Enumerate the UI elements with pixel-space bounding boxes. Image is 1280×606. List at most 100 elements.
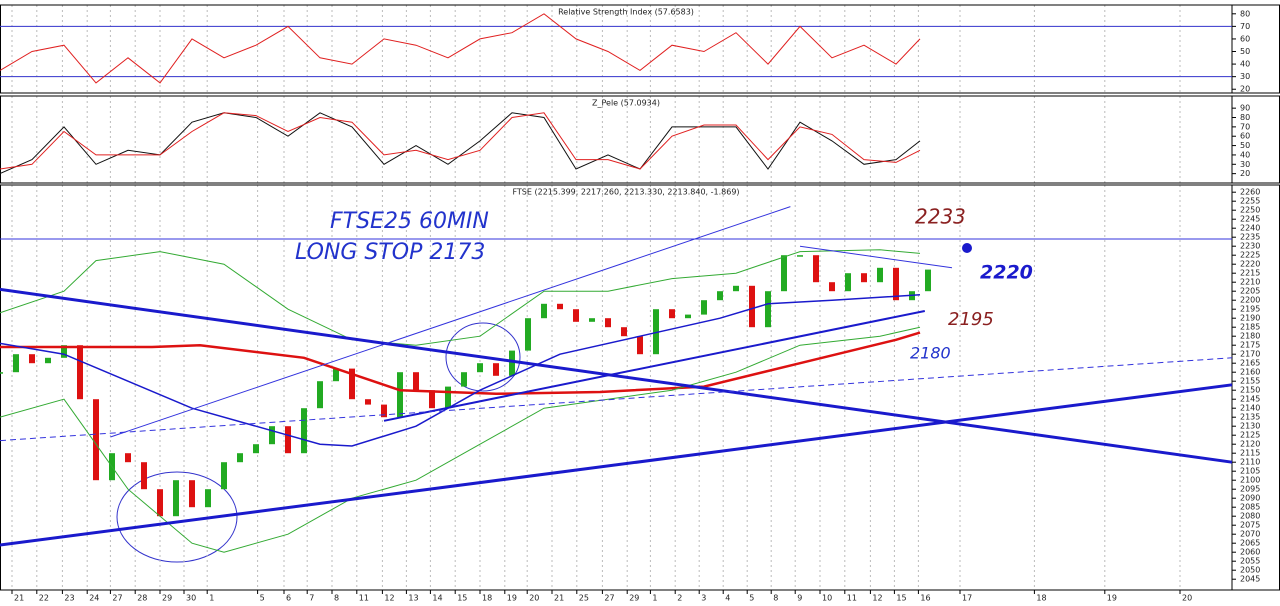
y-tick-label: 2195	[1240, 305, 1260, 314]
candle	[269, 426, 275, 445]
trend-line	[0, 383, 1233, 547]
panel-title: FTSE (2215.399, 2217.260, 2213.330, 2213…	[512, 188, 739, 197]
y-tick-label: 2240	[1240, 224, 1260, 233]
candle	[61, 345, 67, 358]
candle	[845, 273, 851, 292]
x-tick-label: 20	[529, 594, 539, 603]
x-tick-label: 8	[334, 594, 339, 603]
candle	[189, 480, 195, 508]
y-tick-label: 2210	[1240, 278, 1260, 287]
candle	[525, 318, 531, 351]
candle	[717, 291, 723, 301]
candle	[813, 255, 819, 283]
y-tick-label: 2150	[1240, 386, 1260, 395]
trend-line	[0, 287, 1233, 464]
y-tick-label: 2105	[1240, 467, 1260, 476]
candle	[925, 269, 931, 292]
y-tick-label: 80	[1240, 113, 1250, 122]
y-tick-label: 30	[1240, 160, 1250, 169]
candle	[605, 318, 611, 328]
x-tick-label: 5	[749, 594, 754, 603]
y-tick-label: 20	[1240, 85, 1250, 94]
x-tick-label: 4	[725, 594, 730, 603]
y-tick-label: 2235	[1240, 233, 1260, 242]
trend-line	[0, 357, 1233, 442]
candle	[77, 345, 83, 400]
candle	[477, 363, 483, 373]
y-tick-label: 20	[1240, 169, 1250, 178]
candle	[301, 408, 307, 454]
y-tick-label: 90	[1240, 104, 1250, 113]
y-tick-label: 2090	[1240, 494, 1260, 503]
candle	[877, 267, 883, 283]
x-tick-label: 27	[112, 594, 122, 603]
candle	[653, 309, 659, 355]
annotation: FTSE25 60MIN	[330, 209, 489, 234]
x-tick-label: 29	[629, 594, 639, 603]
y-tick-label: 60	[1240, 34, 1250, 43]
annotation: 2180	[910, 344, 951, 363]
y-tick-label: 2145	[1240, 395, 1260, 404]
y-tick-label: 2255	[1240, 197, 1260, 206]
y-tick-label: 2080	[1240, 512, 1260, 521]
y-tick-label: 2200	[1240, 296, 1260, 305]
y-tick-label: 2130	[1240, 422, 1260, 431]
y-tick-label: 2155	[1240, 377, 1260, 386]
y-tick-label: 2250	[1240, 206, 1260, 215]
x-tick-label: 21	[14, 594, 24, 603]
x-tick-label: 16	[920, 594, 930, 603]
candle	[0, 372, 3, 374]
candle	[733, 285, 739, 292]
x-tick-label: 11	[359, 594, 369, 603]
candle	[381, 404, 387, 418]
panel-title: Relative Strength Index (57.6583)	[558, 8, 694, 17]
annotation: 2233	[915, 205, 966, 229]
y-tick-label: 60	[1240, 132, 1250, 141]
x-tick-label: 21	[554, 594, 564, 603]
candle	[141, 462, 147, 490]
x-tick-label: 6	[286, 594, 291, 603]
candle	[13, 354, 19, 373]
candle	[557, 303, 563, 310]
y-tick-label: 30	[1240, 72, 1250, 81]
y-tick-label: 80	[1240, 9, 1250, 18]
series-line	[0, 249, 921, 346]
candle	[349, 368, 355, 400]
x-tick-label: 10	[822, 594, 832, 603]
candle	[29, 354, 35, 364]
series-line	[0, 331, 921, 396]
y-tick-label: 50	[1240, 47, 1250, 56]
y-tick-label: 2180	[1240, 332, 1260, 341]
y-tick-label: 2045	[1240, 575, 1260, 584]
x-tick-label: 1	[652, 594, 657, 603]
x-tick-label: 12	[872, 594, 882, 603]
y-tick-label: 2110	[1240, 458, 1260, 467]
y-tick-label: 50	[1240, 141, 1250, 150]
circle-annotation	[445, 322, 521, 392]
candle	[493, 363, 499, 376]
y-tick-label: 2065	[1240, 539, 1260, 548]
x-tick-label: 15	[896, 594, 906, 603]
x-tick-label: 29	[162, 594, 172, 603]
y-tick-label: 2245	[1240, 215, 1260, 224]
x-tick-label: 22	[39, 594, 49, 603]
x-tick-label: 3	[701, 594, 706, 603]
x-tick-label: 25	[579, 594, 589, 603]
candle	[157, 489, 163, 517]
candle	[93, 399, 99, 481]
candle	[573, 309, 579, 322]
y-tick-label: 2215	[1240, 269, 1260, 278]
candle	[861, 273, 867, 283]
y-tick-label: 2205	[1240, 287, 1260, 296]
candle	[253, 444, 259, 454]
y-tick-label: 2135	[1240, 413, 1260, 422]
candle	[429, 390, 435, 409]
candle	[509, 350, 515, 376]
candle	[797, 255, 803, 257]
x-tick-label: 13	[408, 594, 418, 603]
candle	[765, 291, 771, 328]
x-tick-label: 11	[847, 594, 857, 603]
y-tick-label: 2125	[1240, 431, 1260, 440]
